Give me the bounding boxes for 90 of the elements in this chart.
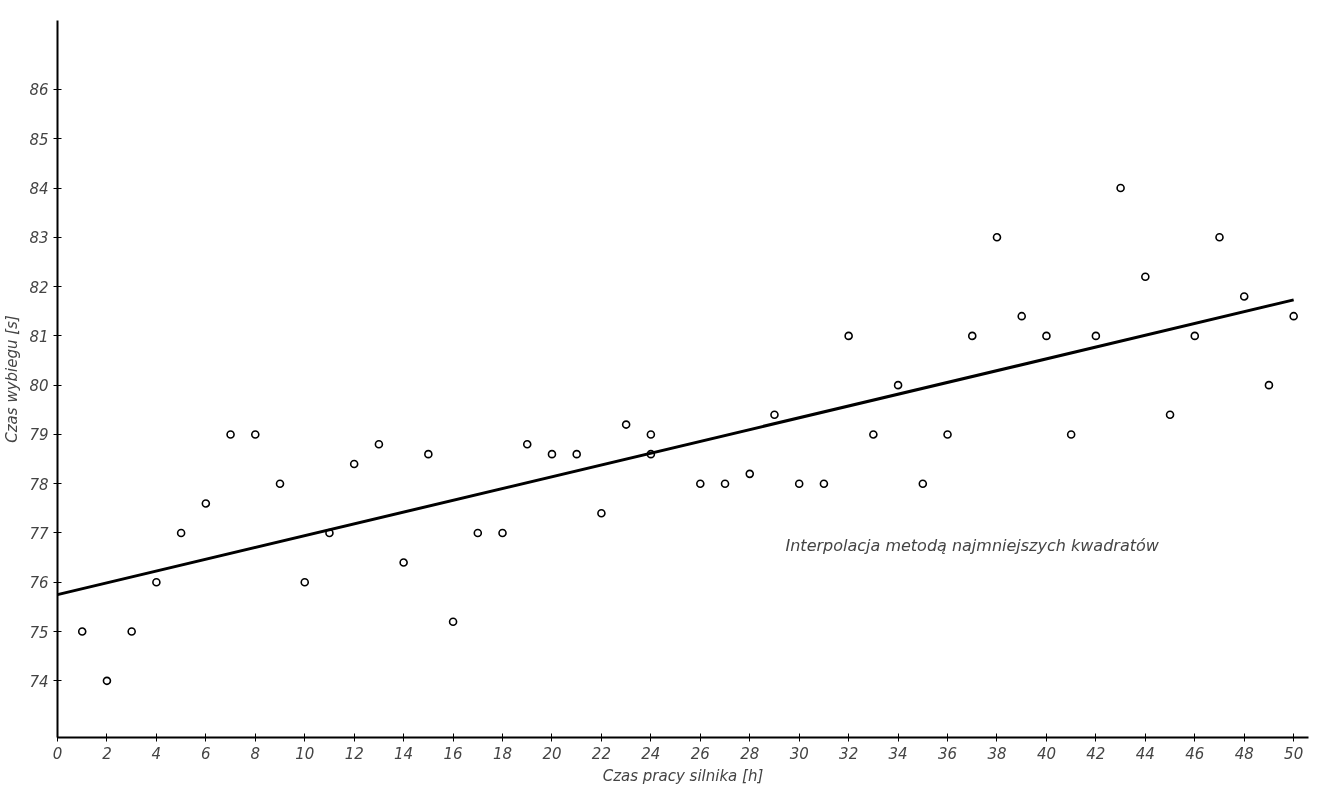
y-tick-label: 85: [29, 130, 49, 149]
x-tick-label: 28: [740, 744, 760, 763]
point: [696, 479, 705, 489]
point: [869, 430, 878, 439]
point: [473, 528, 483, 538]
point: [152, 577, 161, 587]
point: [1215, 233, 1224, 242]
point: [893, 380, 903, 390]
y-tick-label: 81: [29, 327, 49, 346]
y-tick-label: 83: [29, 229, 49, 248]
x-tick-label: 8: [250, 744, 261, 763]
x-tick-label: 48: [1234, 744, 1254, 763]
point: [201, 499, 211, 508]
point: [967, 331, 977, 341]
point: [522, 440, 532, 449]
point: [1264, 380, 1274, 390]
point: [1190, 331, 1200, 341]
y-axis-title: Czas wybiegu [s]: [3, 315, 22, 443]
point: [1289, 311, 1298, 321]
point: [176, 528, 186, 538]
point: [1141, 272, 1150, 282]
x-tick-label: 32: [839, 744, 859, 763]
y-tick-label: 84: [29, 180, 49, 199]
y-tick-label: 86: [29, 81, 49, 100]
point: [275, 479, 285, 489]
point: [1165, 410, 1175, 420]
point: [424, 449, 433, 459]
x-tick-label: 36: [938, 744, 958, 763]
x-tick-label: 16: [443, 744, 463, 763]
x-tick-label: 30: [789, 744, 809, 763]
point: [844, 331, 853, 341]
point: [1017, 311, 1027, 321]
y-tick-label: 82: [29, 278, 49, 297]
y-tick-label: 75: [29, 623, 49, 642]
point: [572, 449, 581, 459]
point: [597, 508, 606, 518]
x-tick-label: 6: [201, 744, 211, 763]
point: [547, 449, 557, 459]
x-tick-label: 46: [1185, 744, 1205, 763]
point: [1091, 331, 1101, 341]
point: [1066, 430, 1076, 439]
x-tick-label: 50: [1284, 744, 1304, 763]
x-tick-label: 40: [1036, 744, 1056, 763]
point: [794, 479, 804, 489]
y-tick-label: 80: [29, 377, 49, 396]
x-tick-label: 0: [52, 744, 63, 763]
y-tick-label: 78: [29, 475, 49, 494]
x-tick-label: 42: [1086, 744, 1106, 763]
x-axis-title: Czas pracy silnika [h]: [602, 766, 764, 785]
x-tick-label: 4: [151, 744, 162, 763]
x-tick-label: 44: [1135, 744, 1155, 763]
point: [819, 479, 829, 489]
x-tick-label: 12: [344, 744, 364, 763]
point: [992, 233, 1002, 242]
point: [349, 459, 359, 469]
point: [77, 627, 87, 636]
annotation: Interpolacja metodą najmniejszych kwadratów: [785, 536, 1160, 555]
point: [399, 558, 408, 567]
point: [1042, 331, 1051, 341]
x-tick-label: 20: [542, 744, 562, 763]
point: [720, 479, 730, 489]
y-tick-label: 74: [29, 672, 49, 691]
point: [226, 430, 235, 439]
point: [498, 528, 507, 538]
y-tick-label: 76: [29, 574, 49, 593]
y-tick-label: 77: [29, 524, 49, 543]
x-tick-label: 26: [690, 744, 710, 763]
point: [1239, 292, 1249, 301]
point: [646, 430, 656, 439]
y-tick-label: 79: [29, 426, 49, 445]
point: [770, 410, 779, 420]
point: [300, 577, 310, 587]
x-tick-label: 18: [492, 744, 513, 763]
point: [621, 420, 631, 429]
x-tick-label: 24: [641, 744, 661, 763]
x-tick-label: 38: [987, 744, 1007, 763]
x-tick-label: 14: [394, 744, 414, 763]
point: [448, 617, 458, 626]
point: [374, 440, 384, 449]
x-tick-label: 10: [295, 744, 315, 763]
point: [250, 430, 260, 439]
point: [918, 479, 928, 489]
point: [1116, 183, 1125, 193]
x-tick-label: 34: [888, 744, 908, 763]
point: [943, 430, 952, 439]
point: [127, 627, 136, 636]
x-tick-label: 2: [102, 744, 112, 763]
x-tick-label: 22: [591, 744, 611, 763]
point: [102, 676, 112, 686]
point: [745, 469, 755, 479]
